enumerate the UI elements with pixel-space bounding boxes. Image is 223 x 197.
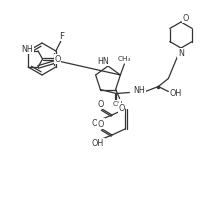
Text: O: O (98, 99, 104, 109)
Text: NH: NH (21, 45, 33, 54)
Text: O: O (118, 104, 125, 113)
Text: CH₃: CH₃ (113, 100, 126, 107)
Text: NH: NH (133, 86, 145, 95)
Text: O: O (183, 14, 189, 22)
Text: F: F (59, 32, 64, 41)
Text: O: O (54, 55, 61, 63)
Text: OH: OH (92, 138, 104, 148)
Text: N: N (178, 48, 184, 58)
Text: HN: HN (97, 57, 109, 65)
Text: OH: OH (92, 119, 104, 127)
Text: OH: OH (169, 89, 182, 98)
Text: CH₃: CH₃ (118, 56, 131, 62)
Text: O: O (98, 120, 104, 128)
